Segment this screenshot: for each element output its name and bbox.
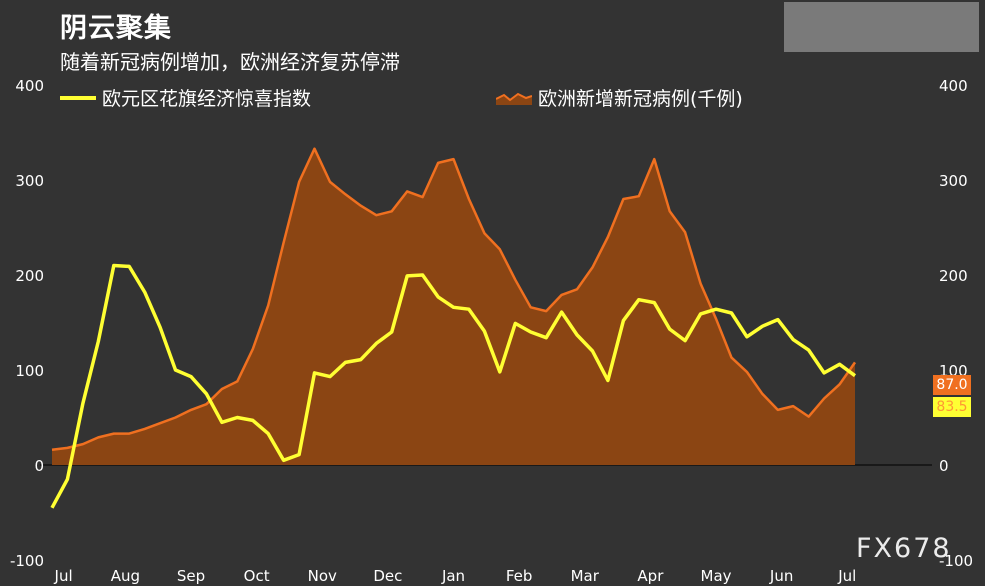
x-tick-label: Jul	[837, 567, 856, 585]
left-y-tick-label: 400	[15, 77, 44, 95]
x-tick-label: Dec	[373, 567, 402, 585]
legend-cases-label: 欧洲新增新冠病例(千例)	[538, 88, 743, 110]
left-y-tick-label: 0	[34, 457, 44, 475]
x-tick-label: Mar	[571, 567, 600, 585]
chart-title: 阴云聚集	[60, 13, 172, 44]
legend-surprise-label: 欧元区花旗经济惊喜指数	[102, 88, 312, 110]
right-y-tick-label: 400	[939, 77, 968, 95]
legend-area-swatch	[496, 92, 532, 105]
legend-covid-cases: 欧洲新增新冠病例(千例)	[496, 84, 743, 111]
surprise-index-line	[50, 263, 857, 509]
legend-surprise-index: 欧元区花旗经济惊喜指数	[60, 84, 311, 111]
left-y-tick-label: 300	[15, 172, 44, 190]
x-tick-label: Jun	[769, 567, 793, 585]
chart-subtitle: 随着新冠病例增加，欧洲经济复苏停滞	[60, 50, 400, 74]
right-y-tick-label: 300	[939, 172, 968, 190]
right-y-tick-label: -100	[939, 552, 973, 570]
right-y-tick-label: 200	[939, 267, 968, 285]
cases-line	[51, 147, 857, 452]
right-y-tick-label: 0	[939, 457, 949, 475]
x-tick-label: Aug	[111, 567, 140, 585]
cases-end-value-label: 87.0	[933, 375, 971, 395]
x-tick-label: Jan	[441, 567, 465, 585]
gray-placeholder-box	[784, 2, 979, 52]
left-y-tick-label: 200	[15, 267, 44, 285]
x-tick-label: Nov	[308, 567, 337, 585]
x-tick-label: Jul	[54, 567, 73, 585]
x-tick-label: May	[701, 567, 732, 585]
left-y-tick-label: -100	[10, 552, 44, 570]
watermark: FX678	[856, 533, 952, 564]
left-y-tick-label: 100	[15, 362, 44, 380]
x-tick-label: Sep	[177, 567, 205, 585]
x-tick-label: Apr	[637, 567, 664, 585]
x-tick-label: Feb	[506, 567, 533, 585]
surprise-end-value-label: 83.5	[933, 397, 971, 417]
legend-line-swatch	[60, 95, 96, 100]
x-tick-label: Oct	[244, 567, 270, 585]
